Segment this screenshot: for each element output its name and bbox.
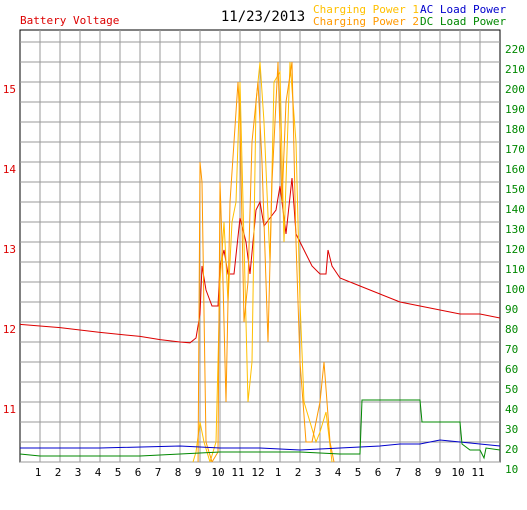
x-tick-label: 3 [315, 466, 322, 479]
x-tick-label: 11 [471, 466, 484, 479]
y2-tick-label: 220 [505, 43, 525, 56]
y2-tick-label: 160 [505, 163, 525, 176]
y2-tick-label: 190 [505, 103, 525, 116]
y-tick-label: 12 [3, 323, 16, 336]
y2-tick-label: 180 [505, 123, 525, 136]
series-line [197, 61, 335, 462]
x-tick-label: 8 [175, 466, 182, 479]
x-tick-label: 7 [155, 466, 162, 479]
x-tick-label: 2 [55, 466, 62, 479]
y2-tick-label: 90 [505, 303, 518, 316]
x-tick-label: 1 [35, 466, 42, 479]
x-tick-label: 3 [75, 466, 82, 479]
y2-tick-label: 30 [505, 423, 518, 436]
x-tick-label: 10 [211, 466, 224, 479]
y-tick-label: 11 [3, 403, 16, 416]
chart-title: 11/23/2013 [221, 9, 305, 25]
y2-tick-label: 110 [505, 263, 525, 276]
series-line [20, 399, 500, 460]
y2-tick-label: 20 [505, 443, 518, 456]
legend-entry: Charging Power 1 [313, 3, 419, 16]
x-tick-label: 8 [415, 466, 422, 479]
x-tick-label: 5 [355, 466, 362, 479]
y2-tick-label: 70 [505, 343, 518, 356]
y2-tick-label: 10 [505, 463, 518, 476]
y2-tick-label: 40 [505, 403, 518, 416]
legend-entry: Charging Power 2 [313, 15, 419, 28]
y2-tick-label: 100 [505, 283, 525, 296]
x-tick-label: 4 [95, 466, 102, 479]
y2-tick-label: 130 [505, 223, 525, 236]
x-tick-label: 12 [251, 466, 264, 479]
y2-tick-label: 200 [505, 83, 525, 96]
grid [20, 30, 500, 463]
x-tick-label: 9 [435, 466, 442, 479]
x-tick-label: 7 [395, 466, 402, 479]
x-tick-label: 5 [115, 466, 122, 479]
x-tick-label: 9 [195, 466, 202, 479]
lines [20, 61, 500, 462]
y2-tick-label: 150 [505, 183, 525, 196]
x-tick-label: 6 [135, 466, 142, 479]
x-tick-label: 11 [231, 466, 244, 479]
x-tick-label: 10 [451, 466, 464, 479]
x-tick-label: 1 [275, 466, 282, 479]
y-tick-label: 14 [3, 163, 17, 176]
y2-tick-label: 50 [505, 383, 518, 396]
x-tick-label: 2 [295, 466, 302, 479]
x-tick-label: 4 [335, 466, 342, 479]
y2-tick-label: 170 [505, 143, 525, 156]
y2-tick-label: 210 [505, 63, 525, 76]
series-line [20, 177, 500, 344]
x-tick-label: 6 [375, 466, 382, 479]
y2-tick-label: 120 [505, 243, 525, 256]
legend-entry: AC Load Power [420, 3, 506, 16]
y2-tick-label: 80 [505, 323, 518, 336]
y2-tick-label: 140 [505, 203, 525, 216]
y-tick-label: 15 [3, 83, 16, 96]
legend-entry: DC Load Power [420, 15, 506, 28]
y-tick-label: 13 [3, 243, 16, 256]
y2-tick-label: 60 [505, 363, 518, 376]
legend-entry: Battery Voltage [20, 14, 119, 27]
